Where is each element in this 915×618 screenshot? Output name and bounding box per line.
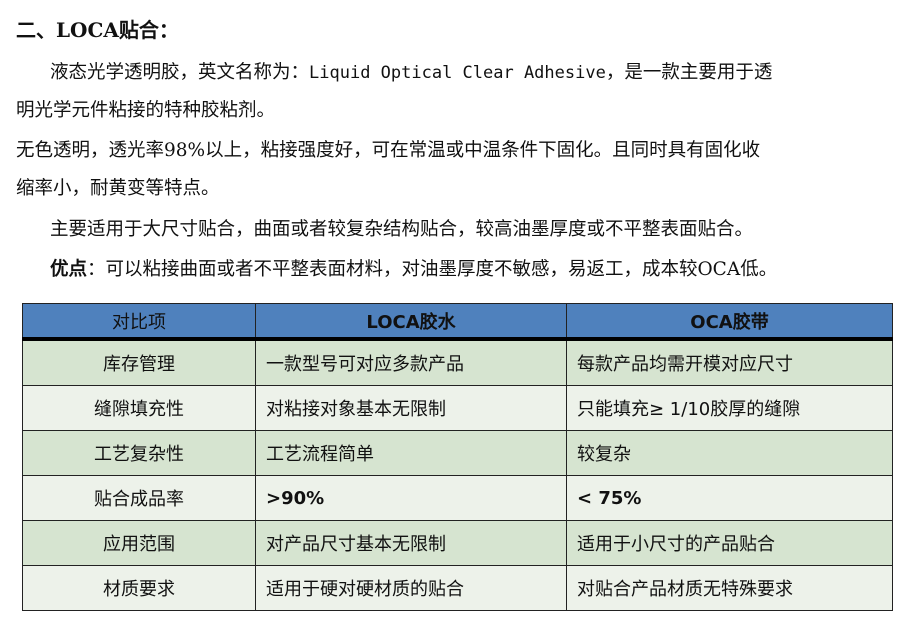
advantages-label: 优点 [50,259,88,280]
section-heading: 二、LOCA贴合： [16,18,179,42]
cell: 缝隙填充性 [22,385,256,431]
paragraph-line: 主要适用于大尺寸贴合，曲面或者较复杂结构贴合，较高油墨厚度或不平整表面贴合。 [50,219,754,240]
cell: 材质要求 [22,565,256,611]
cell: 工艺复杂性 [22,430,256,476]
text: ，是一款主要用于透 [605,62,773,83]
text: 液态光学透明胶，英文名称为： [50,62,310,83]
paragraph-line: 液态光学透明胶，英文名称为：Liquid Optical Clear Adhes… [50,58,772,84]
table-row: 应用范围 对产品尺寸基本无限制 适用于小尺寸的产品贴合 [22,520,893,566]
header-cell: 对比项 [22,303,256,341]
paragraph-line: 无色透明，透光率98%以上，粘接强度好，可在常温或中温条件下固化。且同时具有固化… [16,140,761,161]
paragraph-line: 优点：可以粘接曲面或者不平整表面材料，对油墨厚度不敏感，易返工，成本较OCA低。 [50,255,777,281]
cell: 对贴合产品材质无特殊要求 [566,565,893,611]
comparison-table: 对比项 LOCA胶水 OCA胶带 库存管理 一款型号可对应多款产品 每款产品均需开模… [22,303,893,611]
cell: 每款产品均需开模对应尺寸 [566,338,893,386]
cell: 工艺流程简单 [255,430,567,476]
cell: >90% [255,475,567,521]
cell: 库存管理 [22,338,256,386]
cell: 只能填充≥ 1/10胶厚的缝隙 [566,385,893,431]
text: ：可以粘接曲面或者不平整表面材料，对油墨厚度不敏感，易返工，成本较OCA低。 [87,259,778,280]
cell: 适用于小尺寸的产品贴合 [566,520,893,566]
table-row: 缝隙填充性 对粘接对象基本无限制 只能填充≥ 1/10胶厚的缝隙 [22,385,893,431]
table-row: 工艺复杂性 工艺流程简单 较复杂 [22,430,893,476]
cell: 对产品尺寸基本无限制 [255,520,567,566]
paragraph-line: 缩率小，耐黄变等特点。 [16,178,220,199]
term-english: Liquid Optical Clear Adhesive [309,63,606,83]
cell: 应用范围 [22,520,256,566]
paragraph-line: 明光学元件粘接的特种胶粘剂。 [16,100,276,121]
table-header: 对比项 LOCA胶水 OCA胶带 [22,303,893,341]
cell: 一款型号可对应多款产品 [255,338,567,386]
cell: < 75% [566,475,893,521]
cell: 适用于硬对硬材质的贴合 [255,565,567,611]
cell: 较复杂 [566,430,893,476]
cell: 对粘接对象基本无限制 [255,385,567,431]
table-row: 材质要求 适用于硬对硬材质的贴合 对贴合产品材质无特殊要求 [22,565,893,611]
table-row: 库存管理 一款型号可对应多款产品 每款产品均需开模对应尺寸 [22,338,893,386]
header-cell: OCA胶带 [566,303,893,341]
cell: 贴合成品率 [22,475,256,521]
header-cell: LOCA胶水 [255,303,567,341]
table-row: 贴合成品率 >90% < 75% [22,475,893,521]
